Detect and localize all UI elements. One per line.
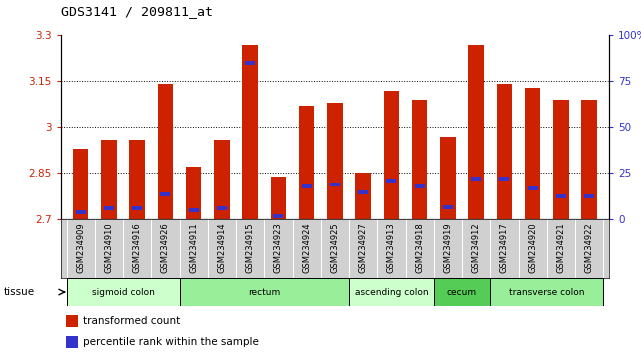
Bar <box>132 206 142 210</box>
Bar <box>129 140 145 219</box>
Text: tissue: tissue <box>3 287 35 297</box>
Bar <box>299 106 315 219</box>
Text: GSM234912: GSM234912 <box>472 222 481 273</box>
Text: GSM234923: GSM234923 <box>274 222 283 273</box>
Bar <box>104 206 114 210</box>
Text: cecum: cecum <box>447 287 477 297</box>
Text: GDS3141 / 209811_at: GDS3141 / 209811_at <box>61 5 213 18</box>
Bar <box>384 91 399 219</box>
Bar <box>415 184 425 188</box>
Text: GSM234911: GSM234911 <box>189 222 198 273</box>
Text: GSM234910: GSM234910 <box>104 222 113 273</box>
Bar <box>443 205 453 209</box>
Bar <box>330 183 340 187</box>
Bar <box>67 336 78 348</box>
Text: GSM234925: GSM234925 <box>330 222 340 273</box>
Text: transverse colon: transverse colon <box>509 287 585 297</box>
Bar <box>76 210 86 214</box>
Bar <box>355 173 371 219</box>
Bar <box>242 45 258 219</box>
Text: GSM234909: GSM234909 <box>76 222 85 273</box>
Text: GSM234927: GSM234927 <box>359 222 368 273</box>
Bar <box>471 177 481 181</box>
Text: GSM234916: GSM234916 <box>133 222 142 273</box>
Text: transformed count: transformed count <box>83 316 180 326</box>
Text: GSM234913: GSM234913 <box>387 222 396 273</box>
Bar <box>553 100 569 219</box>
Text: ascending colon: ascending colon <box>354 287 428 297</box>
Bar <box>584 194 594 198</box>
Text: GSM234915: GSM234915 <box>246 222 254 273</box>
Bar <box>412 100 428 219</box>
Text: GSM234921: GSM234921 <box>556 222 565 273</box>
Text: GSM234917: GSM234917 <box>500 222 509 273</box>
Bar <box>499 177 510 181</box>
Bar <box>490 278 603 306</box>
Bar <box>271 177 286 219</box>
Bar <box>273 214 283 218</box>
Bar <box>179 278 349 306</box>
Text: sigmoid colon: sigmoid colon <box>92 287 154 297</box>
Text: GSM234914: GSM234914 <box>217 222 226 273</box>
Text: GSM234922: GSM234922 <box>585 222 594 273</box>
Bar <box>349 278 434 306</box>
Bar <box>73 149 88 219</box>
Bar <box>67 278 179 306</box>
Text: percentile rank within the sample: percentile rank within the sample <box>83 337 259 347</box>
Bar <box>160 192 171 196</box>
Bar <box>387 179 397 183</box>
Bar <box>302 184 312 188</box>
Bar <box>67 315 78 327</box>
Bar <box>214 140 229 219</box>
Text: GSM234924: GSM234924 <box>302 222 311 273</box>
Bar <box>327 103 343 219</box>
Bar <box>101 140 117 219</box>
Bar <box>440 137 456 219</box>
Bar <box>217 206 227 210</box>
Text: GSM234920: GSM234920 <box>528 222 537 273</box>
Bar <box>528 186 538 190</box>
Text: GSM234918: GSM234918 <box>415 222 424 273</box>
Bar <box>556 194 566 198</box>
Bar <box>497 85 512 219</box>
Bar <box>186 167 201 219</box>
Bar <box>188 208 199 212</box>
Bar <box>434 278 490 306</box>
Bar <box>469 45 484 219</box>
Bar <box>581 100 597 219</box>
Bar <box>358 190 368 194</box>
Text: rectum: rectum <box>248 287 280 297</box>
Bar <box>158 85 173 219</box>
Text: GSM234926: GSM234926 <box>161 222 170 273</box>
Bar <box>525 87 540 219</box>
Bar <box>245 61 255 65</box>
Text: GSM234919: GSM234919 <box>444 222 453 273</box>
